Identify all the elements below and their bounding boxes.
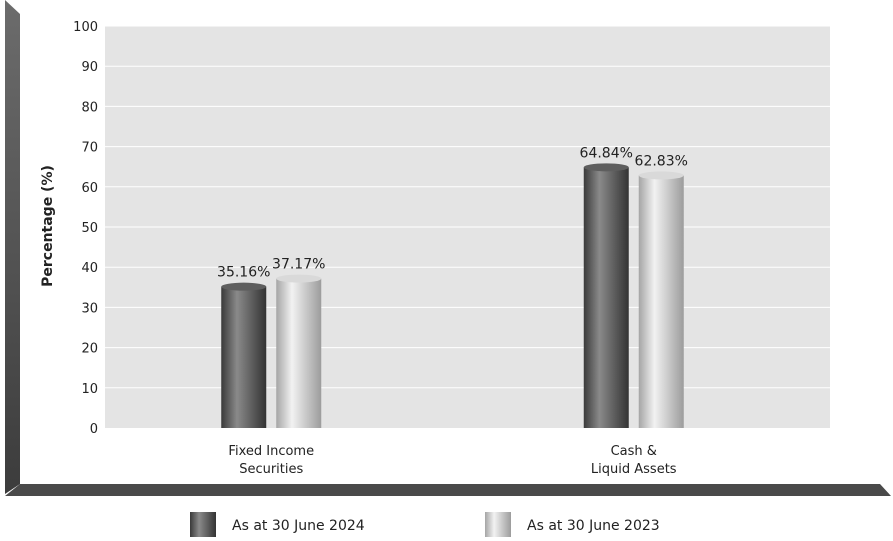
bar-cap: [583, 163, 629, 172]
bar-cap: [638, 171, 684, 180]
bar: [276, 278, 322, 428]
legend: As at 30 June 2024 As at 30 June 2023: [190, 512, 660, 537]
y-tick-label: 100: [73, 20, 98, 35]
y-tick-label: 90: [81, 60, 98, 75]
y-tick-label: 10: [81, 382, 98, 397]
x-tick-label: Liquid Assets: [591, 462, 677, 477]
x-tick-label: Securities: [239, 462, 303, 477]
bar: [221, 286, 267, 428]
y-tick-label: 50: [81, 221, 98, 236]
x-tick-labels: Fixed Income Securities Cash & Liquid Asset…: [228, 444, 676, 477]
bar-value-label: 62.83%: [635, 153, 688, 169]
y-tick-label: 30: [81, 301, 98, 316]
bar-cap: [276, 274, 322, 283]
legend-label: As at 30 June 2024: [232, 518, 365, 534]
legend-label: As at 30 June 2023: [527, 518, 660, 534]
bar-value-label: 37.17%: [272, 257, 325, 273]
y-tick-label: 70: [81, 141, 98, 156]
y-tick-label: 40: [81, 261, 98, 276]
y-tick-labels: 0 10 20 30 40 50 60 70 80 90 100: [73, 20, 98, 437]
bar: [583, 167, 629, 428]
y-axis-label: Percentage (%): [40, 165, 56, 287]
bar-value-label: 35.16%: [217, 265, 270, 281]
bar-cap: [221, 282, 267, 291]
chart-frame-floor: [5, 484, 891, 496]
y-tick-label: 80: [81, 100, 98, 115]
y-tick-label: 20: [81, 342, 98, 357]
x-tick-label: Cash &: [611, 444, 657, 459]
chart-frame-left-wall: [5, 0, 20, 494]
legend-swatch: [190, 512, 216, 537]
bars: [221, 163, 684, 428]
bar: [638, 175, 684, 428]
y-tick-label: 60: [81, 181, 98, 196]
y-tick-label: 0: [90, 422, 98, 437]
legend-swatch: [485, 512, 511, 537]
bar-value-label: 64.84%: [580, 145, 633, 161]
bar-value-labels: 35.16%37.17% 64.84%62.83%: [217, 145, 688, 280]
x-tick-label: Fixed Income: [228, 444, 314, 459]
